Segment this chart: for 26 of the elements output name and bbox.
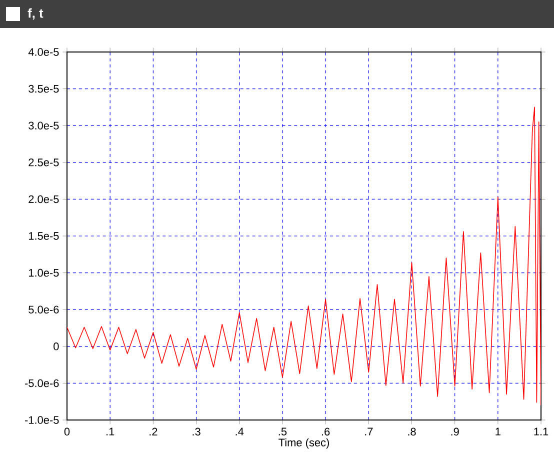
- x-tick-label: .1: [106, 428, 114, 436]
- y-tick-label: 2.0e-5: [28, 195, 59, 204]
- line-series: [67, 106, 542, 406]
- y-tick-label: -5.0e-6: [24, 379, 59, 388]
- y-tick-label: 3.5e-5: [28, 84, 59, 93]
- y-tick-label: 5.0e-6: [28, 306, 59, 314]
- y-tick-label: 4.0e-5: [28, 48, 59, 56]
- y-tick-label: 2.5e-5: [28, 158, 59, 166]
- x-tick-label: .2: [150, 428, 158, 436]
- x-tick-label: 0: [64, 428, 70, 436]
- y-tick-label: 1.5e-5: [28, 232, 59, 240]
- x-tick-label: .4: [236, 428, 244, 436]
- chart-title: f, t: [28, 8, 44, 20]
- x-tick-label: 1: [496, 428, 500, 436]
- x-tick-label: .3: [192, 428, 200, 436]
- x-tick-label: .6: [322, 428, 330, 436]
- x-tick-label: .8: [408, 428, 416, 436]
- x-tick-label: .7: [365, 428, 373, 436]
- y-tick-label: 1.0e-5: [28, 268, 59, 277]
- y-tick-label: 0: [54, 342, 59, 350]
- x-tick-label: .5: [278, 428, 287, 436]
- y-tick-label: -1.0e-5: [24, 416, 59, 424]
- x-tick-label: 1.1: [534, 428, 548, 436]
- x-axis-title: Time (sec): [278, 438, 329, 449]
- y-tick-label: 3.0e-5: [28, 122, 59, 130]
- x-tick-label: .9: [451, 428, 459, 436]
